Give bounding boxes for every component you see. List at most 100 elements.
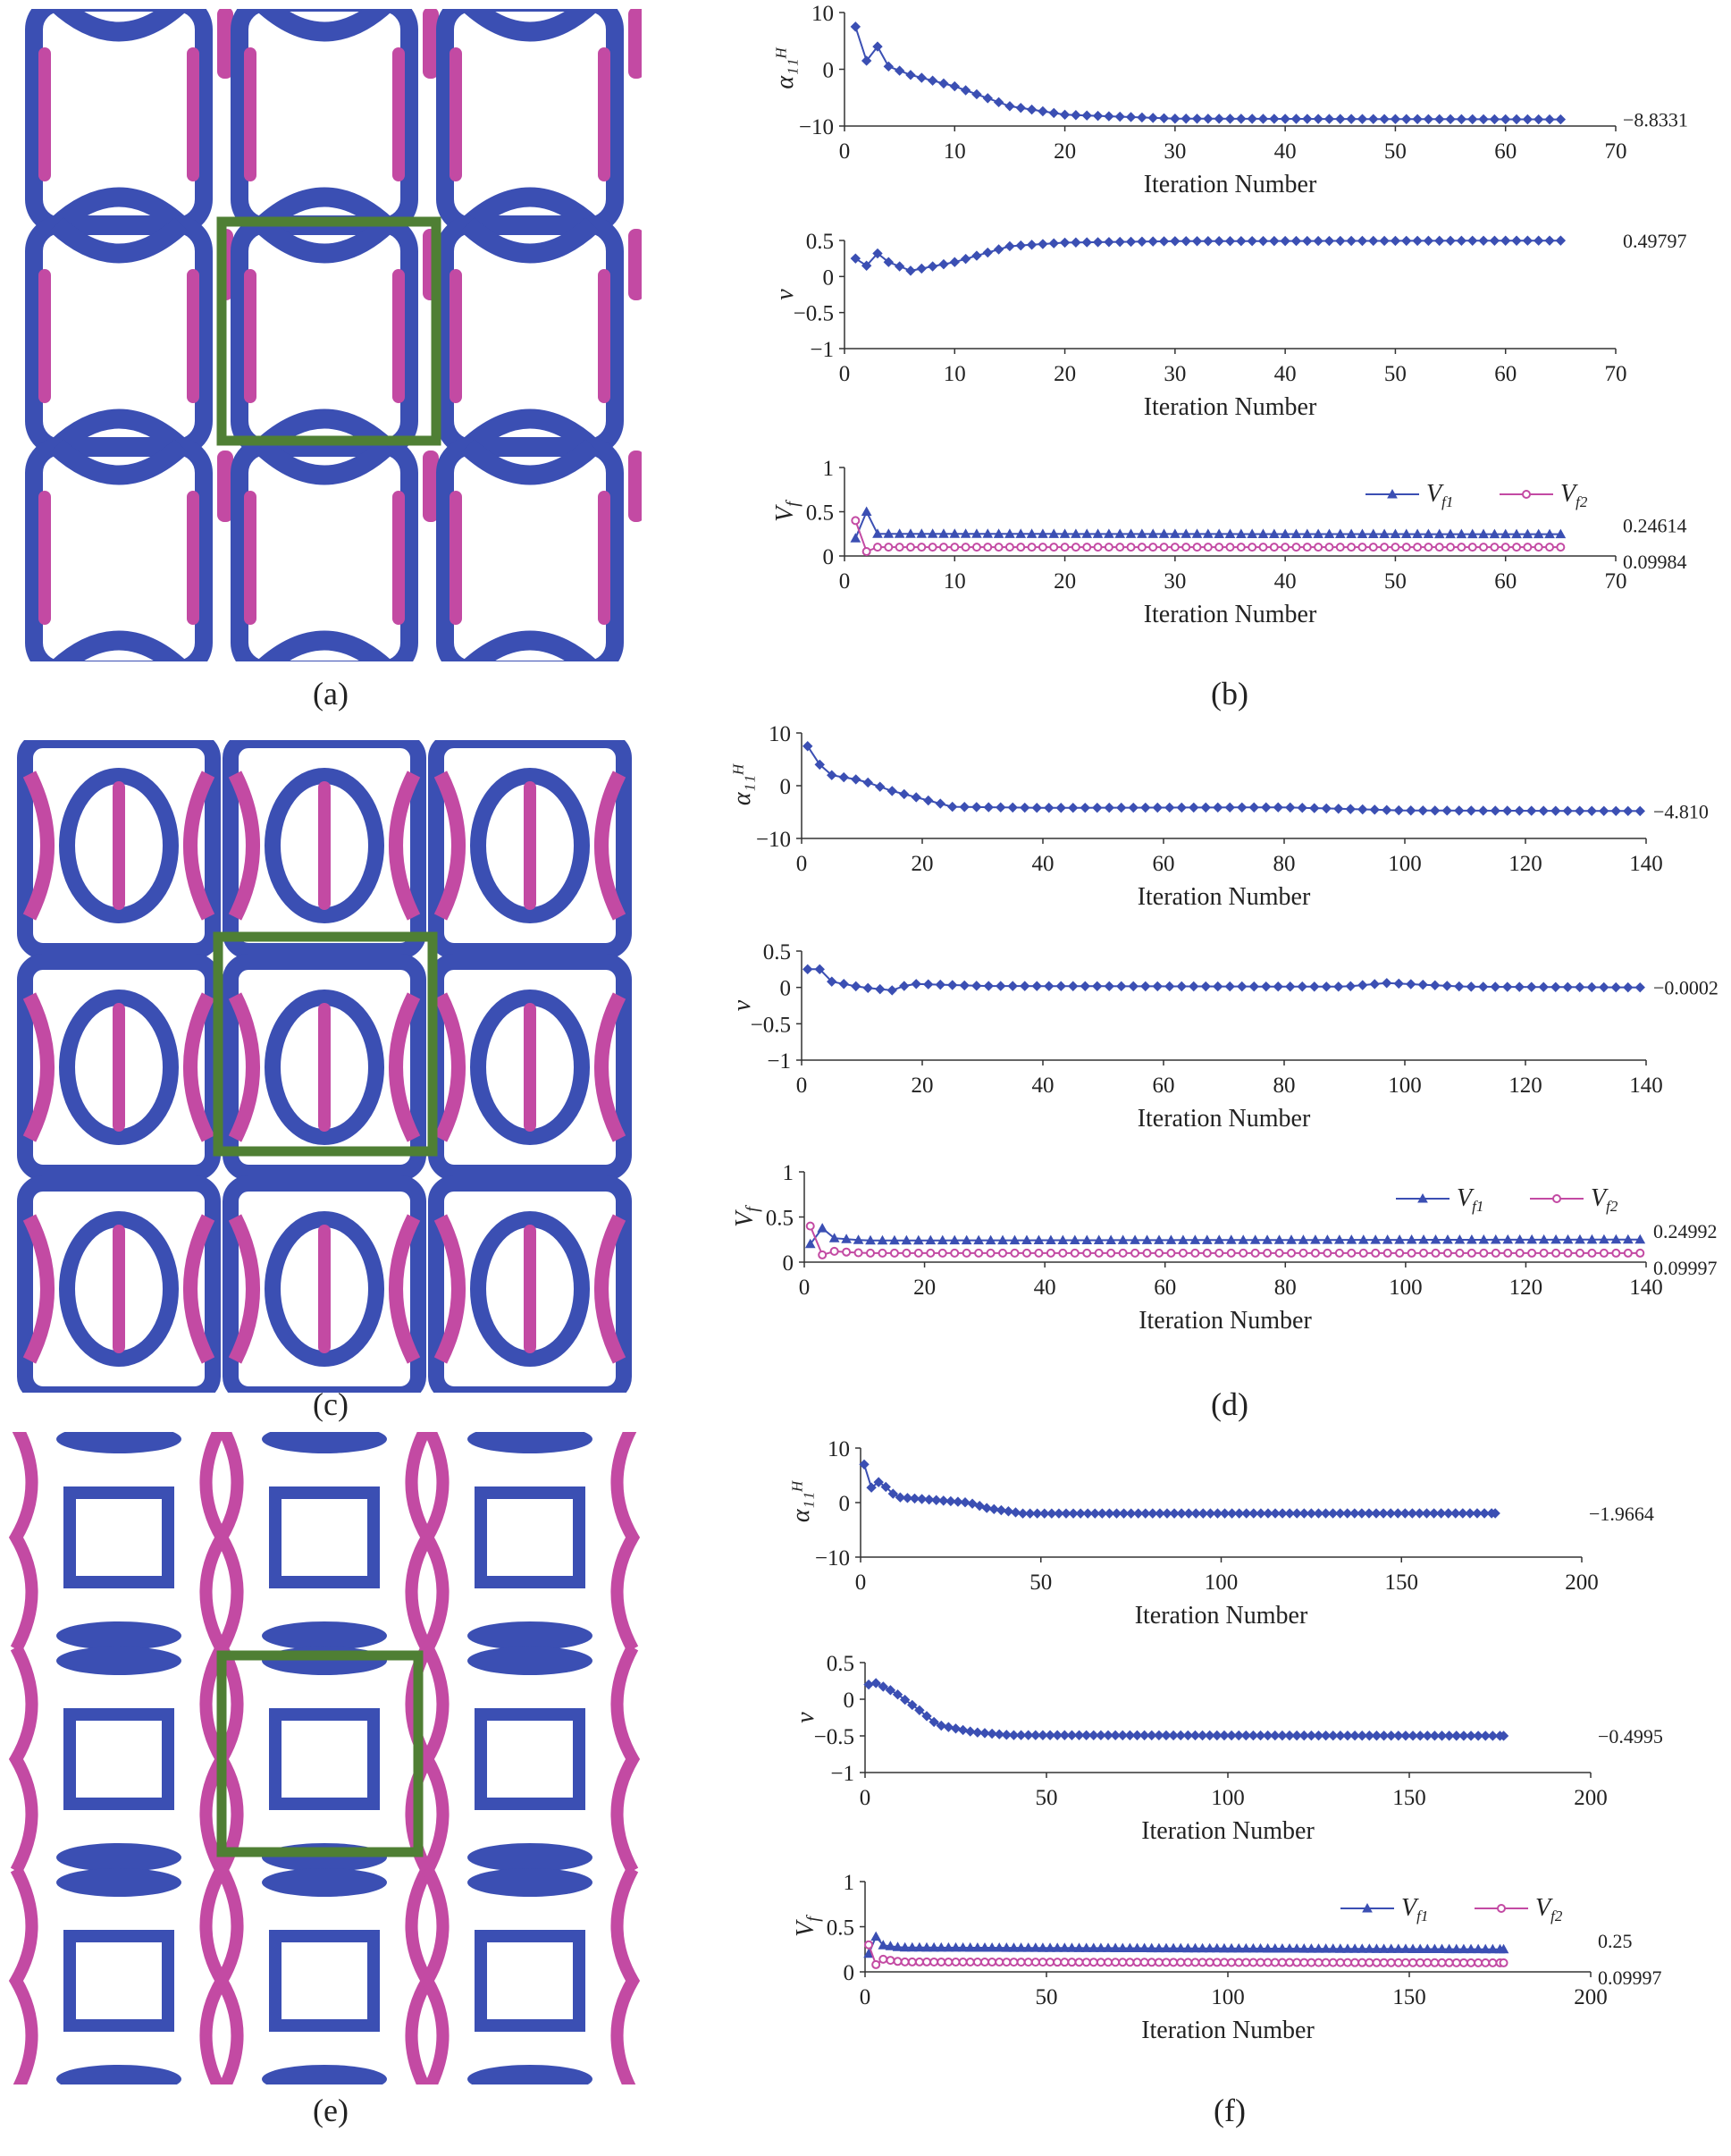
lattice-arch: [255, 187, 394, 234]
data-point: [899, 788, 910, 800]
data-point: [1298, 1730, 1309, 1741]
data-point: [1131, 1942, 1143, 1953]
data-point: [1190, 1248, 1200, 1258]
data-point: [1273, 802, 1283, 813]
data-point: [1533, 528, 1544, 539]
data-point: [1281, 543, 1290, 552]
x-tick-label: 140: [1629, 1074, 1663, 1098]
data-point: [1622, 1234, 1634, 1244]
data-point: [1298, 1943, 1310, 1953]
data-point: [1599, 1234, 1609, 1244]
data-point: [1623, 1248, 1633, 1258]
data-point: [1423, 235, 1434, 247]
x-tick-label: 50: [1036, 1786, 1058, 1810]
data-point: [894, 261, 905, 272]
data-point: [1399, 1508, 1410, 1519]
data-point: [1081, 1958, 1091, 1967]
data-point: [1417, 979, 1428, 990]
data-point: [1416, 1958, 1425, 1967]
end-value-alpha11H: −8.8331: [1623, 109, 1688, 131]
data-point: [1400, 1958, 1410, 1967]
data-point: [1148, 543, 1158, 552]
data-point: [872, 41, 883, 52]
data-point: [1367, 528, 1379, 539]
data-point: [945, 1495, 956, 1507]
data-point: [1473, 1731, 1483, 1741]
data-point: [1522, 114, 1534, 125]
data-point: [1371, 1508, 1382, 1519]
data-point: [1093, 543, 1103, 552]
data-point: [929, 1957, 939, 1967]
data-point: [1165, 1234, 1177, 1244]
y-tick-label: 0.5: [766, 1207, 794, 1231]
data-point: [1320, 1508, 1332, 1519]
data-point: [1225, 1234, 1237, 1244]
data-point: [1335, 235, 1346, 247]
lattice-strut: [113, 1225, 125, 1353]
series-nu: [863, 1678, 1509, 1741]
y-axis-label: Vf: [731, 1205, 762, 1227]
data-point: [1277, 1730, 1288, 1741]
data-point: [1357, 1958, 1367, 1967]
x-tick-label: 40: [1274, 362, 1297, 386]
y-tick-label: −1: [830, 1762, 854, 1786]
lattice-cell-frame: [475, 1708, 585, 1810]
data-point: [899, 1694, 911, 1705]
data-point: [1406, 979, 1416, 990]
data-point: [1169, 1958, 1179, 1967]
data-point: [1412, 528, 1423, 539]
data-point: [959, 802, 970, 813]
data-point: [1502, 981, 1513, 992]
data-point: [1610, 805, 1621, 817]
data-point: [1046, 1248, 1055, 1258]
x-tick-label: 150: [1392, 1786, 1426, 1810]
y-tick-label: 1: [783, 1161, 794, 1185]
data-point: [1456, 114, 1467, 125]
data-point: [1286, 1234, 1297, 1244]
data-point: [1020, 981, 1030, 991]
data-point: [1088, 1958, 1098, 1967]
data-point: [1125, 528, 1137, 538]
x-tick-label: 0: [839, 362, 851, 386]
lattice-arc: [228, 1214, 260, 1364]
data-point: [957, 1941, 969, 1952]
data-point: [1307, 1958, 1316, 1967]
x-tick-label: 10: [944, 569, 966, 594]
data-point: [1345, 981, 1356, 991]
data-point: [1044, 981, 1055, 991]
data-point: [841, 1234, 852, 1243]
data-point: [1346, 528, 1357, 539]
data-point: [842, 1247, 852, 1257]
data-point: [1002, 1958, 1012, 1967]
data-point: [1256, 1958, 1265, 1967]
y-axis-label: ν: [771, 289, 799, 300]
data-point: [1261, 981, 1272, 992]
data-point: [1189, 1942, 1201, 1953]
x-tick-label: 100: [1388, 852, 1422, 876]
data-point: [1137, 236, 1147, 247]
data-point: [1599, 805, 1609, 816]
data-point: [1249, 1234, 1261, 1244]
data-point: [1034, 1248, 1044, 1258]
data-point: [929, 1941, 939, 1952]
lattice-strut: [113, 781, 125, 910]
y-axis-label: ν: [792, 1712, 819, 1723]
data-point: [1407, 1508, 1418, 1519]
data-point: [1170, 543, 1180, 552]
data-point: [996, 802, 1006, 813]
x-tick-label: 0: [839, 139, 851, 164]
y-tick-label: −1: [810, 338, 834, 362]
x-tick-label: 60: [1494, 362, 1517, 386]
lattice-bar: [56, 1621, 181, 1650]
data-point: [1257, 235, 1269, 247]
data-point: [923, 1494, 935, 1505]
series-Vf2: [851, 516, 1566, 557]
data-point: [1611, 1248, 1621, 1258]
data-point: [871, 1959, 881, 1969]
data-point: [1526, 981, 1537, 992]
data-point: [1357, 1731, 1367, 1741]
lattice-ring: [265, 768, 384, 923]
data-point: [861, 506, 872, 516]
data-point: [1478, 528, 1489, 539]
